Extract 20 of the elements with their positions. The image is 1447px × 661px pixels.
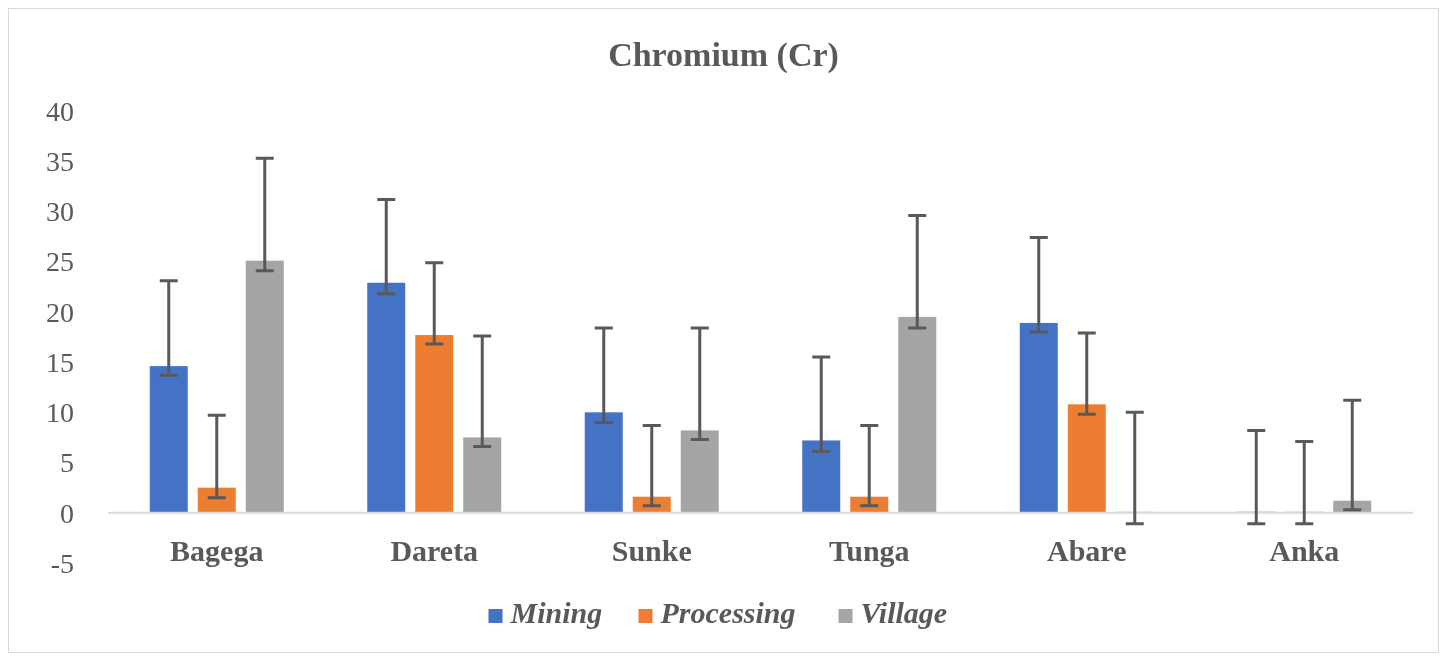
y-tick-label: 35 [46,146,74,178]
y-tick-label: -5 [50,547,74,579]
x-tick-label: Bagega [170,533,264,567]
x-tick-label: Tunga [828,533,910,567]
y-tick-label: 25 [46,246,74,278]
y-tick-label: 10 [46,397,74,429]
x-tick-label: Dareta [390,533,479,567]
x-tick-label: Abare [1047,533,1127,567]
legend-label: Village [860,596,948,629]
x-tick-label: Sunke [611,533,692,567]
y-tick-label: 15 [46,346,74,378]
y-tick-label: 0 [60,497,74,529]
legend-label: Processing [659,596,796,629]
y-tick-label: 30 [46,196,74,228]
y-tick-label: 20 [46,296,74,328]
y-tick-label: 5 [60,447,74,479]
legend-label: Mining [509,596,603,629]
chart-title: Chromium (Cr) [608,36,839,74]
y-tick-label: 40 [46,95,74,127]
x-tick-label: Anka [1269,533,1340,567]
